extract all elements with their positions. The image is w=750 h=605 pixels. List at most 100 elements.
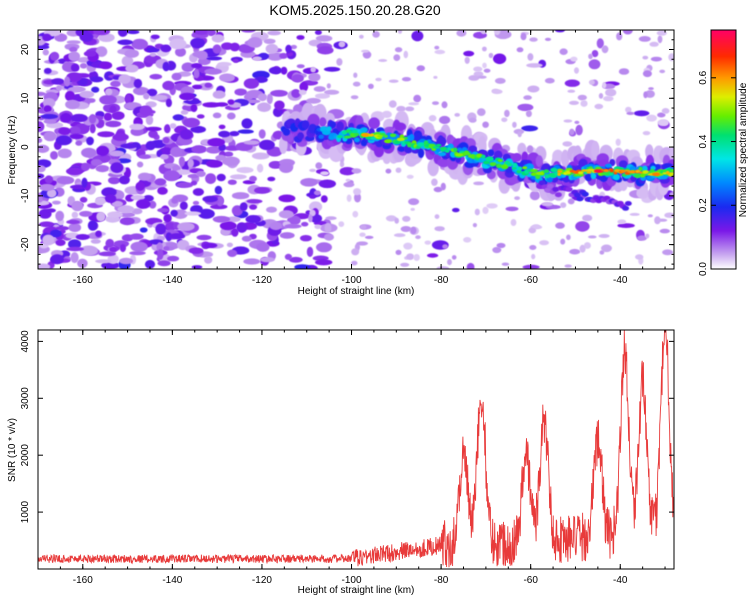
spectrogram-cell xyxy=(70,252,79,264)
spectrogram-cell xyxy=(588,59,601,70)
spectrogram-cell xyxy=(79,63,88,69)
spectrogram-cell xyxy=(222,156,240,166)
spectrogram-cell xyxy=(98,33,115,42)
spectrogram-cell xyxy=(424,240,432,245)
spectrogram-cell xyxy=(394,47,403,53)
spectrogram-cell xyxy=(301,221,309,227)
spectrogram-cell xyxy=(669,146,674,163)
spectrogram-cell xyxy=(555,222,565,229)
spectrogram-cell xyxy=(202,195,218,203)
spectrogram-cell xyxy=(400,226,412,232)
spectrogram-cell xyxy=(55,85,63,92)
spectrogram-cell xyxy=(463,50,475,57)
spectrogram-cell xyxy=(239,202,248,212)
spectrogram-cell xyxy=(512,121,517,128)
spectrogram-cell xyxy=(482,46,487,52)
x-tick-label: -80 xyxy=(434,275,449,286)
spectrogram-cell xyxy=(487,149,495,157)
colorbar: 0.0 0.2 0.4 0.6 Normalized spectral amplitu… xyxy=(698,29,749,276)
spectrogram-cell xyxy=(468,117,477,123)
x-tick-label: -160 xyxy=(73,275,93,286)
spectrogram-cell xyxy=(265,43,279,54)
spectrogram-cell xyxy=(64,76,71,87)
spectrogram-cell xyxy=(486,156,494,162)
spectrogram-cell xyxy=(241,30,256,33)
spectrogram-cell xyxy=(268,161,282,169)
spectrogram-cell xyxy=(282,127,291,136)
spectrogram-cell xyxy=(270,89,288,97)
spectrogram-cell xyxy=(370,133,375,136)
spectrogram-cell xyxy=(617,219,627,224)
spectrogram-cell xyxy=(452,207,460,213)
spectrogram-cell xyxy=(307,113,320,128)
spectrogram-cell xyxy=(243,140,260,145)
spectrogram-cell xyxy=(454,113,461,117)
spectrogram-cell xyxy=(95,230,102,238)
spectrogram-cell xyxy=(570,56,578,62)
spectrogram-cell xyxy=(204,256,213,264)
spectrogram-cell xyxy=(117,30,128,37)
colorbar-tick-label: 0.2 xyxy=(698,198,709,212)
spectrogram-cell xyxy=(483,68,491,73)
spectrogram-cell xyxy=(58,127,71,135)
spectrogram-cell xyxy=(354,132,360,137)
spectrogram-cell xyxy=(630,170,636,174)
spectrogram-cell xyxy=(410,226,417,235)
spectrogram-cell xyxy=(388,79,399,83)
spectrogram-cell xyxy=(243,258,261,265)
spectrogram-cell xyxy=(119,217,135,226)
spectrogram-cell xyxy=(574,120,580,124)
spectrogram-cell xyxy=(483,160,490,165)
spectrogram-cell xyxy=(591,50,599,58)
spectrogram-cell xyxy=(50,229,62,238)
spectrogram-cell xyxy=(212,112,222,119)
snr-y-label: SNR (10 * v/v) xyxy=(7,418,18,482)
spectrogram-cell xyxy=(403,50,409,59)
spectrogram-y-label: Frequency (Hz) xyxy=(7,116,18,185)
spectrogram-cell xyxy=(361,49,370,53)
spectrogram-cell xyxy=(506,162,513,167)
spectrogram-cell xyxy=(586,170,592,174)
spectrogram-cell xyxy=(157,249,164,260)
spectrogram-cell xyxy=(246,199,263,204)
spectrogram-cell xyxy=(38,196,43,203)
x-tick-label: -60 xyxy=(523,275,538,286)
spectrogram-cell xyxy=(187,174,200,179)
spectrogram-cell xyxy=(193,69,200,79)
spectrogram-cell xyxy=(473,66,483,72)
spectrogram-cell xyxy=(180,129,193,140)
spectrogram-cell xyxy=(408,102,420,106)
spectrogram-cell xyxy=(359,34,364,39)
spectrogram-cell xyxy=(566,171,571,175)
spectrogram-cell xyxy=(531,224,541,229)
spectrogram-cell xyxy=(117,205,135,214)
spectrogram-cell xyxy=(324,223,332,233)
spectrogram-cell xyxy=(310,66,317,73)
spectrogram-cell xyxy=(105,238,115,248)
spectrogram-cell xyxy=(591,141,600,159)
spectrogram-cell xyxy=(38,165,46,173)
spectrogram-cell xyxy=(257,102,271,112)
spectrogram-cell xyxy=(326,83,331,89)
spectrogram-cell xyxy=(139,154,151,159)
spectrogram-cell xyxy=(352,81,361,87)
spectrogram-cell xyxy=(393,233,406,238)
spectrogram-cell xyxy=(227,112,236,120)
spectrogram-cell xyxy=(118,74,131,84)
spectrogram-cell xyxy=(531,253,536,260)
spectrogram-cell xyxy=(565,186,573,192)
spectrogram-cell xyxy=(593,169,602,173)
spectrogram-cell xyxy=(254,186,271,194)
spectrogram-cell xyxy=(68,239,82,250)
spectrogram-cell xyxy=(256,242,270,252)
spectrogram-cell xyxy=(518,166,523,171)
spectrogram-cell xyxy=(148,200,157,209)
spectrogram-cell xyxy=(656,30,667,36)
spectrogram-cell xyxy=(590,172,597,180)
spectrogram-cell xyxy=(55,226,70,231)
spectrogram-cell xyxy=(629,212,640,216)
spectrogram-cell xyxy=(300,178,318,187)
spectrogram-cell xyxy=(435,143,442,147)
spectrogram-cell xyxy=(145,115,154,125)
spectrogram-cell xyxy=(657,119,668,126)
